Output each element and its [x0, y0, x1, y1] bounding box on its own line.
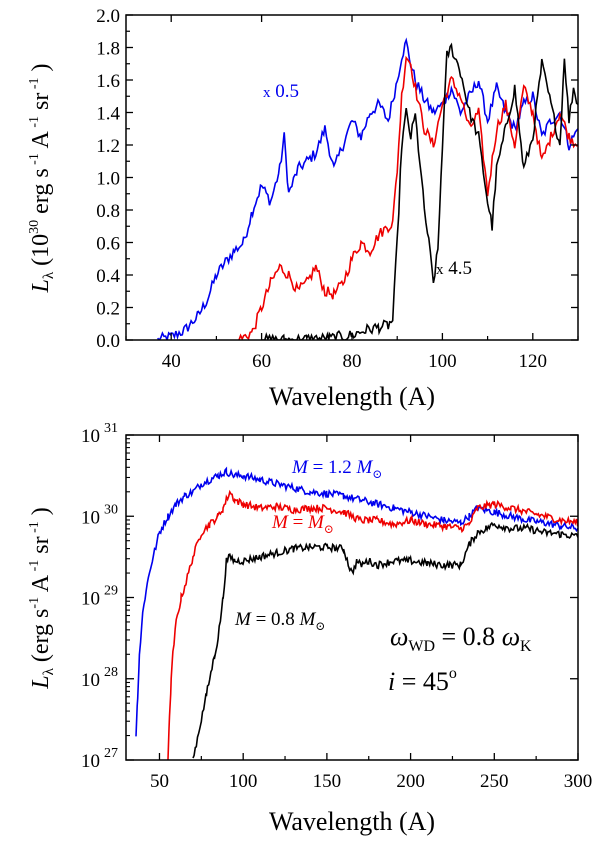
x-tick-label: 100 [428, 351, 457, 372]
top-series-group [157, 37, 578, 340]
y-axis-label: Lλ (1030 erg s -1 A -1 sr -1 ) [27, 63, 57, 293]
annotation-scale-black: x 4.5 [436, 258, 472, 279]
top-plot-frame [125, 14, 579, 341]
annotation-mass: M = 1.2 M⊙ [291, 457, 382, 481]
y-tick-label: 0.4 [96, 266, 120, 287]
y-tick-exponent: 31 [104, 421, 118, 436]
y-tick-exponent: 29 [104, 584, 118, 599]
param-inclination: i = 45o [388, 665, 457, 696]
param-omega: ωWD = 0.8 ωK [390, 622, 532, 655]
y-tick-exponent: 27 [104, 746, 118, 761]
bottom-plot-frame [125, 434, 579, 761]
y-tick-label: 10 [81, 589, 100, 610]
y-tick-label: 10 [81, 751, 100, 772]
annotation-mass: M = 0.8 M⊙ [234, 609, 325, 633]
bottom-panel: 50 100 150 200 250 300 10 27 10 28 10 29 10 30 10 31 Wav… [27, 421, 592, 836]
x-tick-label: 150 [313, 771, 342, 792]
x-tick-label: 250 [480, 771, 509, 792]
x-tick-label: 300 [564, 771, 593, 792]
y-tick-label: 10 [81, 670, 100, 691]
y-tick-label: 2.0 [96, 6, 120, 27]
y-tick-label: 0.2 [96, 299, 120, 320]
series-line [167, 489, 578, 760]
x-axis-label: Wavelength (A) [269, 807, 435, 836]
bottom-series-group [135, 466, 578, 760]
y-tick-label: 10 [81, 426, 100, 447]
y-axis-label: Lλ (erg s-1 A -1 sr -1 ) [27, 507, 57, 690]
series-line-blue [157, 37, 578, 340]
x-axis-label: Wavelength (A) [269, 382, 435, 411]
y-tick-label: 0.6 [96, 234, 120, 255]
top-panel: 40 60 80 100 120 0.0 0.2 0.4 0.6 0.8 1.0 1.2 1.4 1.6 1… [27, 6, 579, 411]
y-tick-label: 0.0 [96, 331, 120, 352]
x-tick-label: 80 [343, 351, 362, 372]
y-tick-label: 1.4 [96, 104, 120, 125]
x-tick-label: 40 [162, 351, 181, 372]
x-tick-label: 60 [252, 351, 271, 372]
y-tick-label: 1.0 [96, 169, 120, 190]
y-tick-label: 1.8 [96, 39, 120, 60]
y-tick-exponent: 30 [104, 502, 118, 517]
x-tick-label: 120 [519, 351, 548, 372]
annotation-scale-blue: x 0.5 [263, 81, 299, 102]
y-tick-label: 0.8 [96, 201, 120, 222]
x-tick-label: 200 [396, 771, 425, 792]
y-tick-label: 10 [81, 507, 100, 528]
y-tick-label: 1.6 [96, 71, 120, 92]
y-tick-label: 1.2 [96, 136, 120, 157]
x-tick-label: 100 [229, 771, 258, 792]
series-line-red [238, 55, 578, 340]
y-tick-exponent: 28 [104, 665, 118, 680]
series-line [192, 521, 578, 759]
series-line-black [261, 42, 578, 340]
x-tick-label: 50 [150, 771, 169, 792]
series-line [135, 466, 578, 737]
annotation-mass: M = M⊙ [271, 512, 334, 536]
